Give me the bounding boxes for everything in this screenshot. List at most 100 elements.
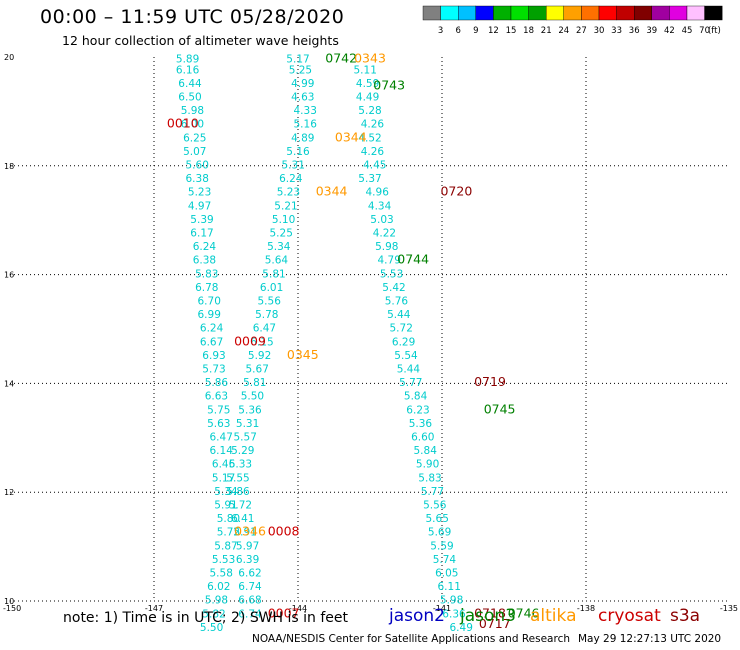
- legend-swatch: [528, 5, 547, 21]
- legend-tick-label: 33: [611, 26, 622, 36]
- legend-swatch: [422, 5, 441, 21]
- pass-time-label: 0009: [234, 333, 266, 348]
- swh-value: 5.23: [188, 187, 211, 199]
- swh-value: 6.16: [176, 64, 200, 76]
- legend-swatch: [686, 5, 705, 21]
- swh-value: 5.60: [186, 160, 209, 172]
- swh-value: 6.38: [193, 255, 216, 267]
- pass-time-label: 0744: [397, 252, 429, 267]
- swh-value: 5.16: [286, 146, 310, 158]
- wave-height-tracks: 5.896.166.446.505.986.006.255.075.606.38…: [176, 53, 473, 633]
- swh-value: 5.56: [423, 500, 447, 512]
- swh-value: 5.89: [176, 53, 199, 65]
- swh-value: 5.03: [370, 214, 393, 226]
- swh-value: 5.78: [255, 309, 278, 321]
- swh-value: 5.98: [205, 595, 228, 607]
- legend-swatch: [651, 5, 670, 21]
- swh-value: 4.97: [188, 200, 211, 212]
- swh-value: 6.93: [202, 350, 225, 362]
- swh-value: 5.72: [390, 323, 413, 335]
- swh-value: 6.47: [210, 432, 233, 444]
- swh-value: 6.70: [198, 296, 221, 308]
- swh-value: 5.44: [397, 364, 421, 376]
- page-subtitle: 12 hour collection of altimeter wave hei…: [62, 33, 339, 48]
- legend-swatch: [704, 5, 723, 21]
- swh-value: 5.81: [243, 377, 266, 389]
- swh-value: 4.96: [366, 187, 390, 199]
- swh-value: 5.36: [238, 404, 262, 416]
- swh-value: 6.00: [181, 119, 204, 131]
- swh-value: 5.73: [202, 364, 225, 376]
- swh-value: 5.83: [418, 472, 441, 484]
- swh-value: 5.50: [200, 622, 223, 634]
- swh-value: 5.86: [205, 377, 229, 389]
- legend-tick-label: 42: [664, 26, 675, 36]
- swh-value: 4.34: [368, 200, 392, 212]
- swh-value: 6.78: [195, 282, 218, 294]
- swh-value: 5.91: [234, 527, 257, 539]
- page-title: 00:00 – 11:59 UTC 05/28/2020: [40, 6, 345, 28]
- legend-swatch: [669, 5, 688, 21]
- x-tick-label: -144: [289, 604, 307, 613]
- legend-swatch: [458, 5, 477, 21]
- swh-value: 5.55: [226, 472, 249, 484]
- legend-swatch: [581, 5, 600, 21]
- swh-value: 6.74: [238, 608, 262, 620]
- swh-value: 5.17: [212, 472, 235, 484]
- x-tick-label: -135: [720, 604, 738, 613]
- x-tick-label: -150: [3, 604, 21, 613]
- swh-value: 6.99: [198, 309, 221, 321]
- y-tick-label: 18: [4, 162, 14, 171]
- swh-value: 6.15: [250, 336, 273, 348]
- legend-tick-label: 12: [488, 26, 499, 36]
- swh-value: 5.77: [399, 377, 422, 389]
- swh-value: 5.25: [270, 228, 293, 240]
- swh-value: 6.01: [260, 282, 283, 294]
- legend-swatch: [563, 5, 582, 21]
- swh-value: 4.52: [358, 132, 381, 144]
- track-middle: 5.175.254.994.634.335.164.895.165.316.24…: [226, 53, 317, 620]
- pass-time-label: 0746: [508, 605, 540, 620]
- legend-tick-label: 39: [646, 26, 657, 36]
- swh-value: 6.11: [438, 581, 461, 593]
- swh-value: 4.26: [361, 146, 385, 158]
- swh-value: 6.74: [238, 581, 262, 593]
- swh-value: 5.63: [207, 418, 230, 430]
- swh-value: 5.92: [248, 350, 271, 362]
- swh-value: 5.44: [387, 309, 411, 321]
- pass-time-label: 0343: [354, 50, 386, 65]
- pass-time-label: 0008: [268, 524, 300, 539]
- swh-value: 6.36: [442, 608, 466, 620]
- swh-value: 6.05: [435, 568, 458, 580]
- footer-note: note: 1) Time is in UTC; 2) SWH is in fe…: [63, 610, 349, 626]
- legend-tick-label: 6: [455, 26, 460, 36]
- legend-tick-label: 9: [473, 26, 478, 36]
- swh-value: 6.29: [392, 336, 415, 348]
- swh-value: 5.29: [231, 445, 254, 457]
- swh-value: 4.22: [373, 228, 396, 240]
- swh-value: 6.23: [406, 404, 429, 416]
- swh-value: 5.82: [202, 608, 225, 620]
- swh-value: 5.84: [404, 391, 428, 403]
- legend-swatch: [598, 5, 617, 21]
- legend-swatch: [440, 5, 459, 21]
- swh-value: 6.63: [205, 391, 228, 403]
- swh-value: 5.97: [236, 540, 259, 552]
- swh-value: 5.72: [229, 500, 252, 512]
- pass-time-label: 0345: [287, 347, 319, 362]
- swh-value: 5.80: [217, 513, 240, 525]
- axis-ticks: 10 12 14 16 18 20 -150 -147 -144 -141 -138 -135: [3, 53, 738, 613]
- swh-value: 4.26: [361, 119, 385, 131]
- legend-tick-label: (ft): [708, 26, 721, 36]
- swh-value: 5.42: [382, 282, 405, 294]
- swh-value: 4.33: [294, 105, 317, 117]
- legend-tick-label: 27: [576, 26, 587, 36]
- swh-value: 5.34: [214, 486, 238, 498]
- pass-time-label: 0743: [373, 78, 405, 93]
- track-east: 5.114.594.495.284.264.524.264.455.374.96…: [354, 64, 473, 634]
- credit-line: NOAA/NESDIS Center for Satellite Applica…: [252, 633, 570, 645]
- swh-value: 5.17: [286, 53, 309, 65]
- swh-value: 6.67: [200, 336, 223, 348]
- swh-value: 5.53: [212, 554, 235, 566]
